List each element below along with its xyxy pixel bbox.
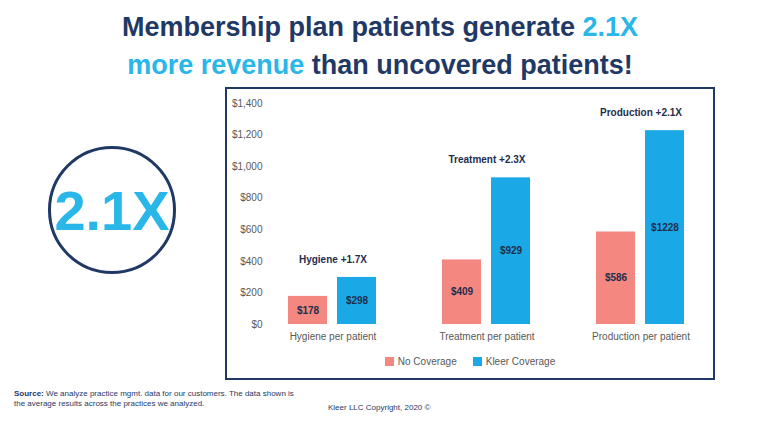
svg-text:Production +2.1X: Production +2.1X (600, 107, 682, 118)
html-text:Kleer Coverage: Kleer Coverage (485, 356, 556, 367)
svg-text:$409: $409 (451, 286, 474, 297)
html-text:more revenue than uncovered pa: more revenue than uncovered patients! (127, 50, 633, 80)
html-text:No Coverage: No Coverage (397, 356, 457, 367)
svg-text:$200: $200 (240, 287, 263, 298)
svg-text:$586: $586 (605, 272, 628, 283)
svg-text:$600: $600 (240, 224, 263, 235)
html-text:Kleer LLC Copyright, 2020 ©: Kleer LLC Copyright, 2020 © (328, 403, 431, 412)
svg-text:$178: $178 (297, 305, 320, 316)
svg-text:$400: $400 (240, 256, 263, 267)
svg-text:$298: $298 (346, 295, 369, 306)
svg-text:Hygiene +1.7X: Hygiene +1.7X (299, 254, 367, 265)
svg-text:$1,000: $1,000 (232, 161, 263, 172)
html-text:Membership plan patients gener: Membership plan patients generate 2.1X (121, 12, 639, 42)
html-text:2.1X: 2.1X (54, 178, 170, 242)
svg-text:$1228: $1228 (651, 222, 679, 233)
svg-text:Hygiene per patient: Hygiene per patient (290, 331, 377, 342)
svg-text:Production per patient: Production per patient (592, 331, 690, 342)
svg-text:$0: $0 (251, 319, 263, 330)
svg-text:$929: $929 (500, 245, 523, 256)
svg-text:$1,200: $1,200 (232, 129, 263, 140)
html-text:Source: We analyze practice mg: Source: We analyze practice mgmt. data f… (14, 389, 294, 408)
svg-text:Treatment per patient: Treatment per patient (439, 331, 534, 342)
svg-text:Treatment +2.3X: Treatment +2.3X (449, 154, 526, 165)
svg-text:$1,400: $1,400 (232, 98, 263, 109)
svg-text:$800: $800 (240, 192, 263, 203)
